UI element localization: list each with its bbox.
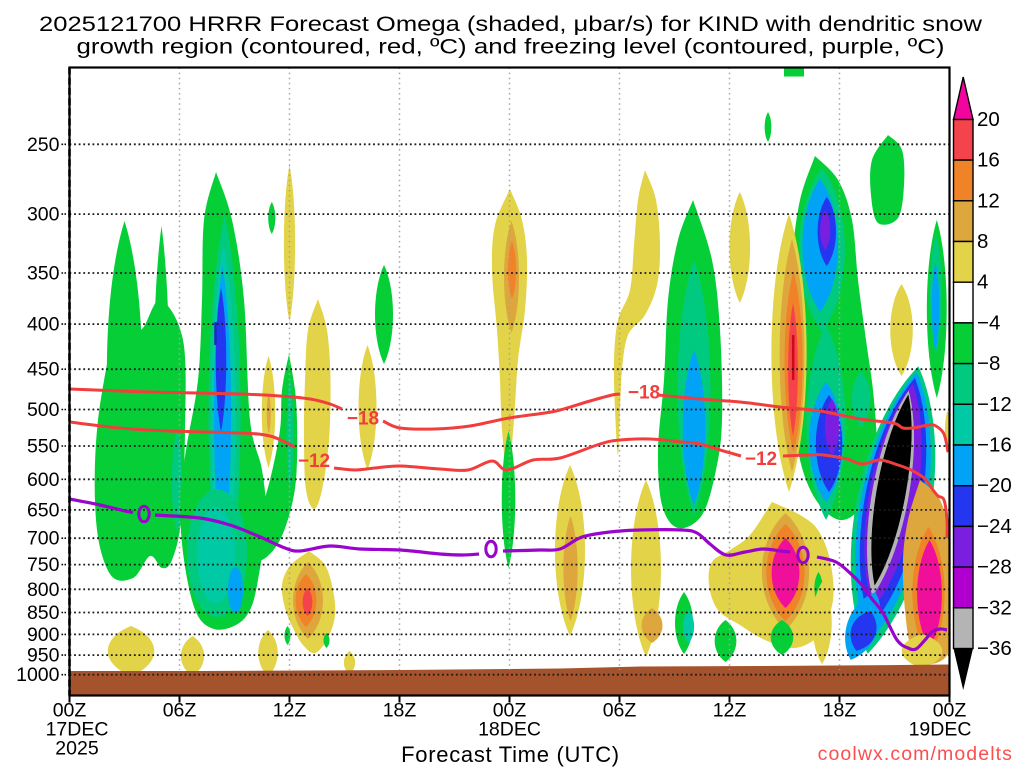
- svg-text:350: 350: [27, 263, 60, 285]
- svg-text:300: 300: [27, 204, 60, 226]
- svg-text:12Z: 12Z: [273, 700, 307, 722]
- svg-text:600: 600: [27, 469, 60, 491]
- svg-text:700: 700: [27, 528, 60, 550]
- svg-text:coolwx.com/modelts: coolwx.com/modelts: [818, 743, 1013, 765]
- svg-text:00Z: 00Z: [933, 700, 967, 722]
- svg-text:Forecast Time (UTC): Forecast Time (UTC): [401, 742, 620, 767]
- svg-text:−12: −12: [298, 451, 330, 472]
- svg-text:−8: −8: [977, 352, 1000, 375]
- svg-text:20: 20: [977, 108, 1000, 131]
- svg-text:18DEC: 18DEC: [478, 719, 541, 741]
- svg-text:12Z: 12Z: [713, 700, 747, 722]
- svg-text:−28: −28: [977, 556, 1012, 579]
- svg-text:2025121700 HRRR Forecast Omega: 2025121700 HRRR Forecast Omega (shaded, …: [39, 12, 983, 36]
- svg-text:−36: −36: [977, 637, 1012, 660]
- svg-text:−16: −16: [977, 434, 1012, 457]
- svg-text:2025: 2025: [55, 738, 99, 760]
- svg-text:950: 950: [27, 645, 60, 667]
- svg-text:19DEC: 19DEC: [909, 719, 972, 741]
- svg-text:−4: −4: [977, 311, 1000, 334]
- svg-text:−18: −18: [628, 383, 660, 404]
- svg-text:650: 650: [27, 499, 60, 521]
- svg-text:−24: −24: [977, 515, 1012, 538]
- svg-text:1000: 1000: [16, 664, 60, 686]
- svg-text:4: 4: [977, 271, 988, 294]
- svg-text:growth region (contoured, red,: growth region (contoured, red, ºC) and f…: [77, 35, 945, 59]
- svg-text:17DEC: 17DEC: [46, 719, 109, 741]
- svg-text:06Z: 06Z: [603, 700, 637, 722]
- svg-text:00Z: 00Z: [53, 700, 87, 722]
- svg-text:−20: −20: [977, 474, 1012, 497]
- svg-text:12: 12: [977, 189, 1000, 212]
- svg-text:−32: −32: [977, 596, 1012, 619]
- svg-text:500: 500: [27, 399, 60, 421]
- svg-text:06Z: 06Z: [163, 700, 197, 722]
- svg-text:16: 16: [977, 149, 1000, 172]
- svg-text:750: 750: [27, 554, 60, 576]
- svg-text:00Z: 00Z: [493, 700, 527, 722]
- svg-text:550: 550: [27, 436, 60, 458]
- svg-text:400: 400: [27, 314, 60, 336]
- svg-text:−12: −12: [745, 449, 777, 470]
- svg-text:8: 8: [977, 230, 988, 253]
- svg-text:18Z: 18Z: [383, 700, 417, 722]
- svg-text:−12: −12: [977, 393, 1012, 416]
- svg-text:850: 850: [27, 602, 60, 624]
- svg-text:18Z: 18Z: [823, 700, 857, 722]
- svg-text:800: 800: [27, 579, 60, 601]
- svg-text:250: 250: [27, 134, 60, 156]
- svg-text:900: 900: [27, 624, 60, 646]
- svg-text:−18: −18: [347, 409, 379, 430]
- svg-text:450: 450: [27, 359, 60, 381]
